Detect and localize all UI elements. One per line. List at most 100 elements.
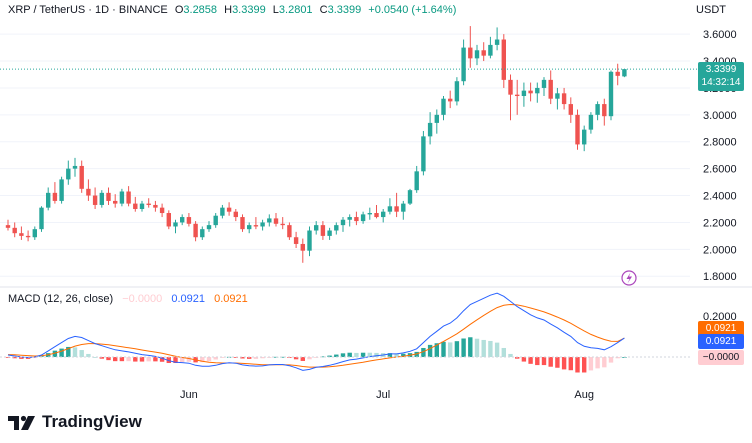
macd-histogram-bar	[173, 357, 178, 364]
macd-histogram-bar	[86, 353, 91, 358]
macd-histogram-bar	[414, 351, 419, 358]
price-tick-label: 3.0000	[703, 110, 737, 122]
candle-body	[508, 79, 513, 95]
candle-body	[481, 50, 486, 56]
candle-body	[273, 218, 279, 224]
candle-body	[233, 211, 238, 218]
close-label: C	[319, 4, 328, 16]
macd-histogram-bar	[320, 356, 326, 358]
macd-histogram-bar	[434, 343, 439, 358]
candle-body	[220, 207, 225, 216]
candle-body	[427, 122, 433, 137]
macd-line	[7, 292, 625, 371]
candle-body	[39, 207, 44, 230]
candle-body	[448, 98, 453, 102]
macd-histogram-bar	[602, 357, 607, 368]
candle-body	[72, 165, 78, 169]
macd-histogram-bar	[280, 356, 285, 358]
open-label: O	[174, 4, 184, 16]
candle-body	[133, 203, 138, 209]
macd-histogram-bar	[72, 347, 78, 358]
macd-histogram-bar	[106, 357, 111, 361]
macd-tick-label: 0.2000	[703, 311, 737, 323]
grid	[0, 33, 690, 277]
candle-body	[280, 223, 285, 226]
macd-histogram-bar	[233, 357, 238, 358]
candle-body	[260, 222, 265, 227]
brand-name: TradingView	[42, 412, 142, 431]
macd-histogram-bar	[354, 352, 359, 358]
candle-body	[206, 225, 212, 230]
price-tick-label: 2.8000	[703, 137, 737, 149]
price-tick-label: 2.4000	[703, 191, 737, 203]
macd-histogram-bar	[608, 357, 614, 363]
candle-body	[401, 203, 406, 212]
hist-tag: −0.0000	[698, 350, 744, 365]
tradingview-logo[interactable]: TradingView	[8, 412, 142, 432]
candle-body	[340, 219, 346, 226]
candle-body	[186, 217, 192, 224]
macd-histogram-bar	[508, 353, 513, 358]
macd-histogram-bar	[575, 357, 580, 373]
candle-body	[287, 225, 292, 238]
macd-histogram-bar	[541, 357, 547, 366]
candle-body	[247, 225, 252, 230]
macd-histogram-bar	[468, 337, 473, 358]
candle-body	[468, 47, 473, 59]
time-tick-label: Jun	[180, 389, 198, 401]
macd-histogram-bar	[186, 357, 192, 362]
candle-body	[307, 230, 312, 251]
close-value: 3.3399	[327, 4, 362, 16]
candle-body	[622, 69, 627, 77]
macd-histogram-bar	[401, 353, 406, 358]
time-axis: Jun Jul Aug	[180, 389, 594, 401]
candle-body	[66, 168, 71, 180]
candle-body	[488, 44, 493, 56]
macd-histogram-bar	[394, 353, 399, 358]
low-value: 3.2801	[278, 4, 313, 16]
symbol-label[interactable]: XRP / TetherUS · 1D · BINANCE	[8, 4, 168, 16]
last-price-tag: 3.3399 14:32:14	[698, 62, 744, 91]
candle-body	[139, 203, 145, 209]
price-tick-label: 2.2000	[703, 217, 737, 229]
macd-histogram-bar	[133, 357, 138, 362]
macd-histogram-bar	[374, 352, 379, 358]
price-tick-label: 2.6000	[703, 164, 737, 176]
candle-body	[300, 243, 305, 251]
macd-histogram-bar	[260, 357, 265, 359]
macd-histogram-bar	[99, 357, 104, 359]
candle-body	[159, 207, 165, 214]
candle-body	[494, 39, 500, 45]
candle-body	[226, 207, 232, 212]
candle-body	[253, 225, 259, 227]
ohlc-legend: XRP / TetherUS · 1D · BINANCE O3.2858 H3…	[8, 4, 456, 16]
candle-body	[414, 171, 419, 191]
currency-label: USDT	[696, 4, 726, 16]
candle-body	[334, 225, 339, 231]
last-price-value: 3.3399	[705, 64, 737, 75]
macd-histogram-bar	[146, 357, 151, 362]
macd-histogram-bar	[300, 357, 305, 361]
candle-body	[354, 217, 359, 222]
candle-body	[180, 217, 185, 223]
macd-histogram-bar	[515, 357, 520, 359]
candle-body	[501, 39, 506, 80]
macd-title[interactable]: MACD (12, 26, close)	[8, 293, 114, 305]
macd-histogram-bar	[126, 357, 131, 362]
macd-value: 0.0921	[171, 293, 206, 305]
candle-body	[548, 79, 553, 99]
macd-histogram-bar	[32, 357, 37, 359]
candle-body	[615, 71, 620, 76]
macd-histogram-bar	[387, 353, 393, 358]
change-value: +0.0540 (+1.64%)	[368, 4, 457, 16]
macd-histogram-bar	[427, 344, 433, 358]
candle-body	[374, 213, 379, 218]
macd-histogram-bar	[481, 339, 486, 358]
candle-body	[86, 188, 91, 196]
flash-event-icon[interactable]	[621, 270, 637, 286]
macd-histogram-bar	[494, 342, 500, 358]
candle-body	[474, 50, 480, 59]
tradingview-logo-icon	[8, 415, 35, 430]
macd-histogram-bar	[153, 357, 158, 362]
